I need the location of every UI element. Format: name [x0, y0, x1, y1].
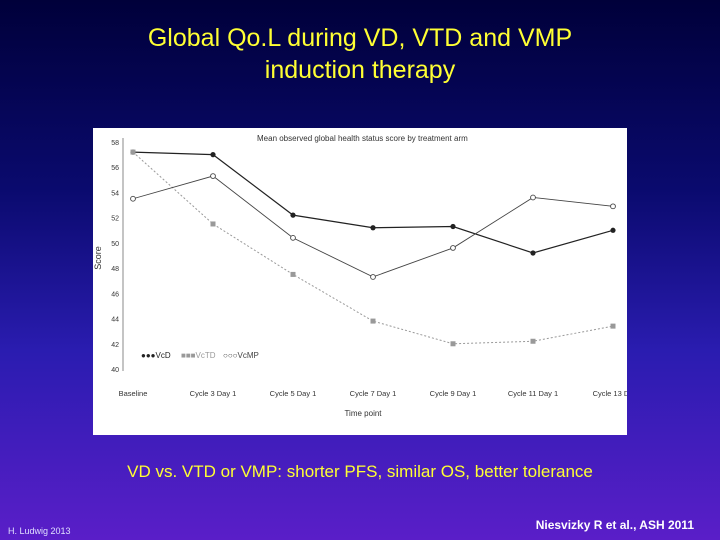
data-point: [610, 203, 616, 210]
chart-title: Mean observed global health status score…: [257, 134, 468, 143]
y-tick-label: 52: [111, 216, 119, 223]
y-tick-label: 50: [111, 241, 119, 248]
legend-item-vcmp: ○○○VcMP: [223, 351, 259, 360]
x-tick-label: Cycle 11 Day 1: [508, 389, 558, 398]
y-tick-label: 54: [111, 190, 119, 197]
x-tick-label: Cycle 3 Day 1: [190, 389, 237, 398]
y-tick-label: 44: [111, 317, 119, 324]
slide-caption: VD vs. VTD or VMP: shorter PFS, similar …: [127, 462, 593, 481]
y-tick-label: 58: [111, 140, 119, 147]
data-point: [450, 223, 456, 230]
series-line-vctd: [132, 151, 614, 345]
x-ticks: Baseline Cycle 3 Day 1 Cycle 5 Day 1 Cycle …: [119, 389, 627, 398]
x-axis-label: Time point: [344, 409, 382, 418]
x-tick-label: Cycle 13 Da: [593, 389, 627, 398]
data-point: [290, 271, 296, 277]
series-group: [130, 149, 616, 347]
data-point: [130, 149, 136, 155]
title-line-1: Global Qo.L during VD, VTD and VMP: [147, 24, 573, 52]
data-point: [210, 221, 216, 227]
title-line-2: induction therapy: [264, 56, 456, 84]
legend: ●●●VcD ■■■VcTD ○○○VcMP: [141, 351, 259, 360]
y-tick-label: 46: [111, 291, 119, 298]
series-line-vcd: [132, 151, 614, 254]
chart-panel: Mean observed global health status score…: [93, 128, 627, 435]
data-point: [370, 318, 376, 324]
y-tick-label: 42: [111, 342, 119, 349]
data-point: [530, 338, 536, 344]
legend-item-vctd: ■■■VcTD: [181, 351, 216, 360]
data-point: [290, 234, 296, 241]
data-point: [530, 250, 536, 256]
author-footer: H. Ludwig 2013: [8, 526, 71, 536]
x-tick-label: Cycle 7 Day 1: [350, 389, 397, 398]
data-point: [210, 152, 216, 158]
legend-item-vcd: ●●●VcD: [141, 351, 171, 360]
y-tick-label: 48: [111, 266, 119, 273]
y-axis-label: Score: [93, 246, 103, 270]
data-point: [210, 173, 216, 179]
data-point: [370, 225, 376, 231]
line-chart: Mean observed global health status score…: [93, 134, 627, 418]
slide-title: Global Qo.L during VD, VTD and VMP induc…: [0, 22, 720, 86]
data-point: [290, 212, 296, 218]
x-tick-label: Cycle 9 Day 1: [430, 389, 477, 398]
x-tick-label: Baseline: [119, 389, 148, 398]
data-point: [610, 323, 616, 329]
reference-footer: Niesvizky R et al., ASH 2011: [535, 518, 694, 532]
data-point: [610, 227, 616, 233]
y-ticks: 40 42 44 46 48 50 52 54 56 58: [111, 140, 119, 374]
data-point: [450, 341, 456, 347]
data-point: [450, 245, 456, 251]
y-tick-label: 56: [111, 165, 119, 172]
data-point: [130, 195, 136, 202]
x-tick-label: Cycle 5 Day 1: [270, 389, 317, 398]
data-point: [370, 274, 376, 280]
data-point: [530, 194, 536, 201]
y-tick-label: 40: [111, 367, 119, 374]
